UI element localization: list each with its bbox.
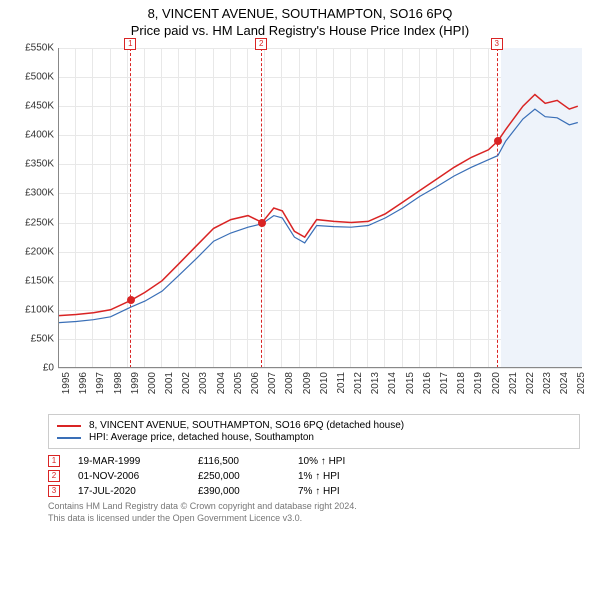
legend-row: HPI: Average price, detached house, Sout…: [57, 432, 571, 443]
y-tick-label: £0: [10, 363, 54, 374]
x-tick-label: 1999: [130, 372, 141, 394]
x-tick-label: 2007: [267, 372, 278, 394]
x-tick-label: 2024: [559, 372, 570, 394]
transaction-price: £390,000: [198, 486, 298, 497]
x-tick-label: 2000: [147, 372, 158, 394]
marker-dot: [494, 137, 502, 145]
transactions-table: 1 19-MAR-1999£116,50010% ↑ HPI 2 01-NOV-200…: [48, 455, 580, 497]
x-tick-label: 2020: [491, 372, 502, 394]
x-tick-label: 2016: [422, 372, 433, 394]
legend: 8, VINCENT AVENUE, SOUTHAMPTON, SO16 6PQ…: [48, 414, 580, 449]
title-main: 8, VINCENT AVENUE, SOUTHAMPTON, SO16 6PQ: [10, 6, 590, 21]
transaction-row: 1 19-MAR-1999£116,50010% ↑ HPI: [48, 455, 580, 467]
x-tick-label: 2018: [456, 372, 467, 394]
title-block: 8, VINCENT AVENUE, SOUTHAMPTON, SO16 6PQ…: [0, 0, 600, 40]
x-tick-label: 2010: [319, 372, 330, 394]
legend-label: HPI: Average price, detached house, Sout…: [89, 432, 314, 443]
y-tick-label: £250K: [10, 217, 54, 228]
line-series-svg: [59, 48, 583, 368]
y-tick-label: £50K: [10, 333, 54, 344]
chart-area: £0 £50K £100K £150K £200K £250K £300K £350K £400…: [10, 40, 590, 410]
transaction-date: 17-JUL-2020: [78, 486, 198, 497]
attribution-footer: Contains HM Land Registry data © Crown c…: [48, 501, 580, 524]
y-tick-label: £400K: [10, 130, 54, 141]
plot-region: [58, 48, 582, 368]
footer-line-1: Contains HM Land Registry data © Crown c…: [48, 501, 580, 513]
y-gridline: [58, 368, 582, 369]
x-tick-label: 2004: [216, 372, 227, 394]
y-tick-label: £500K: [10, 72, 54, 83]
legend-label: 8, VINCENT AVENUE, SOUTHAMPTON, SO16 6PQ…: [89, 420, 404, 431]
legend-row: 8, VINCENT AVENUE, SOUTHAMPTON, SO16 6PQ…: [57, 420, 571, 431]
x-tick-label: 2021: [508, 372, 519, 394]
x-tick-label: 1995: [61, 372, 72, 394]
x-tick-label: 2023: [542, 372, 553, 394]
transaction-badge: 1: [48, 455, 60, 467]
x-tick-label: 2012: [353, 372, 364, 394]
x-tick-label: 1996: [78, 372, 89, 394]
transaction-row: 2 01-NOV-2006£250,0001% ↑ HPI: [48, 470, 580, 482]
y-tick-label: £100K: [10, 304, 54, 315]
x-tick-label: 2014: [387, 372, 398, 394]
marker-dot: [127, 296, 135, 304]
marker-dot: [258, 219, 266, 227]
x-tick-label: 2011: [336, 372, 347, 394]
title-sub: Price paid vs. HM Land Registry's House …: [10, 23, 590, 38]
transaction-diff: 10% ↑ HPI: [298, 456, 398, 467]
x-tick-label: 2002: [181, 372, 192, 394]
y-tick-label: £300K: [10, 188, 54, 199]
x-tick-label: 2017: [439, 372, 450, 394]
x-tick-label: 2025: [576, 372, 587, 394]
transaction-badge: 3: [48, 485, 60, 497]
transaction-date: 19-MAR-1999: [78, 456, 198, 467]
transaction-price: £116,500: [198, 456, 298, 467]
transaction-diff: 7% ↑ HPI: [298, 486, 398, 497]
x-tick-label: 2006: [250, 372, 261, 394]
transaction-date: 01-NOV-2006: [78, 471, 198, 482]
x-tick-label: 2005: [233, 372, 244, 394]
y-tick-label: £350K: [10, 159, 54, 170]
footer-line-2: This data is licensed under the Open Gov…: [48, 513, 580, 525]
x-tick-label: 2003: [198, 372, 209, 394]
x-tick-label: 1998: [113, 372, 124, 394]
chart-container: 8, VINCENT AVENUE, SOUTHAMPTON, SO16 6PQ…: [0, 0, 600, 590]
transaction-diff: 1% ↑ HPI: [298, 471, 398, 482]
x-tick-label: 2009: [302, 372, 313, 394]
y-tick-label: £550K: [10, 43, 54, 54]
x-tick-label: 1997: [95, 372, 106, 394]
x-tick-label: 2022: [525, 372, 536, 394]
x-tick-label: 2001: [164, 372, 175, 394]
series-subject: [59, 95, 578, 316]
transaction-row: 3 17-JUL-2020£390,0007% ↑ HPI: [48, 485, 580, 497]
transaction-price: £250,000: [198, 471, 298, 482]
y-tick-label: £200K: [10, 246, 54, 257]
x-tick-label: 2015: [405, 372, 416, 394]
y-tick-label: £150K: [10, 275, 54, 286]
x-tick-label: 2008: [284, 372, 295, 394]
transaction-badge: 2: [48, 470, 60, 482]
x-tick-label: 2013: [370, 372, 381, 394]
legend-swatch: [57, 425, 81, 427]
legend-swatch: [57, 437, 81, 439]
y-tick-label: £450K: [10, 101, 54, 112]
x-tick-label: 2019: [473, 372, 484, 394]
